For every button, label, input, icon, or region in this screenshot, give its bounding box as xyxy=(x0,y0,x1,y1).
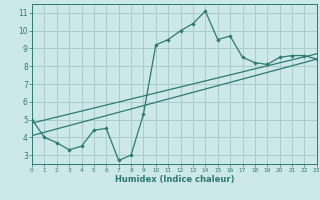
X-axis label: Humidex (Indice chaleur): Humidex (Indice chaleur) xyxy=(115,175,234,184)
